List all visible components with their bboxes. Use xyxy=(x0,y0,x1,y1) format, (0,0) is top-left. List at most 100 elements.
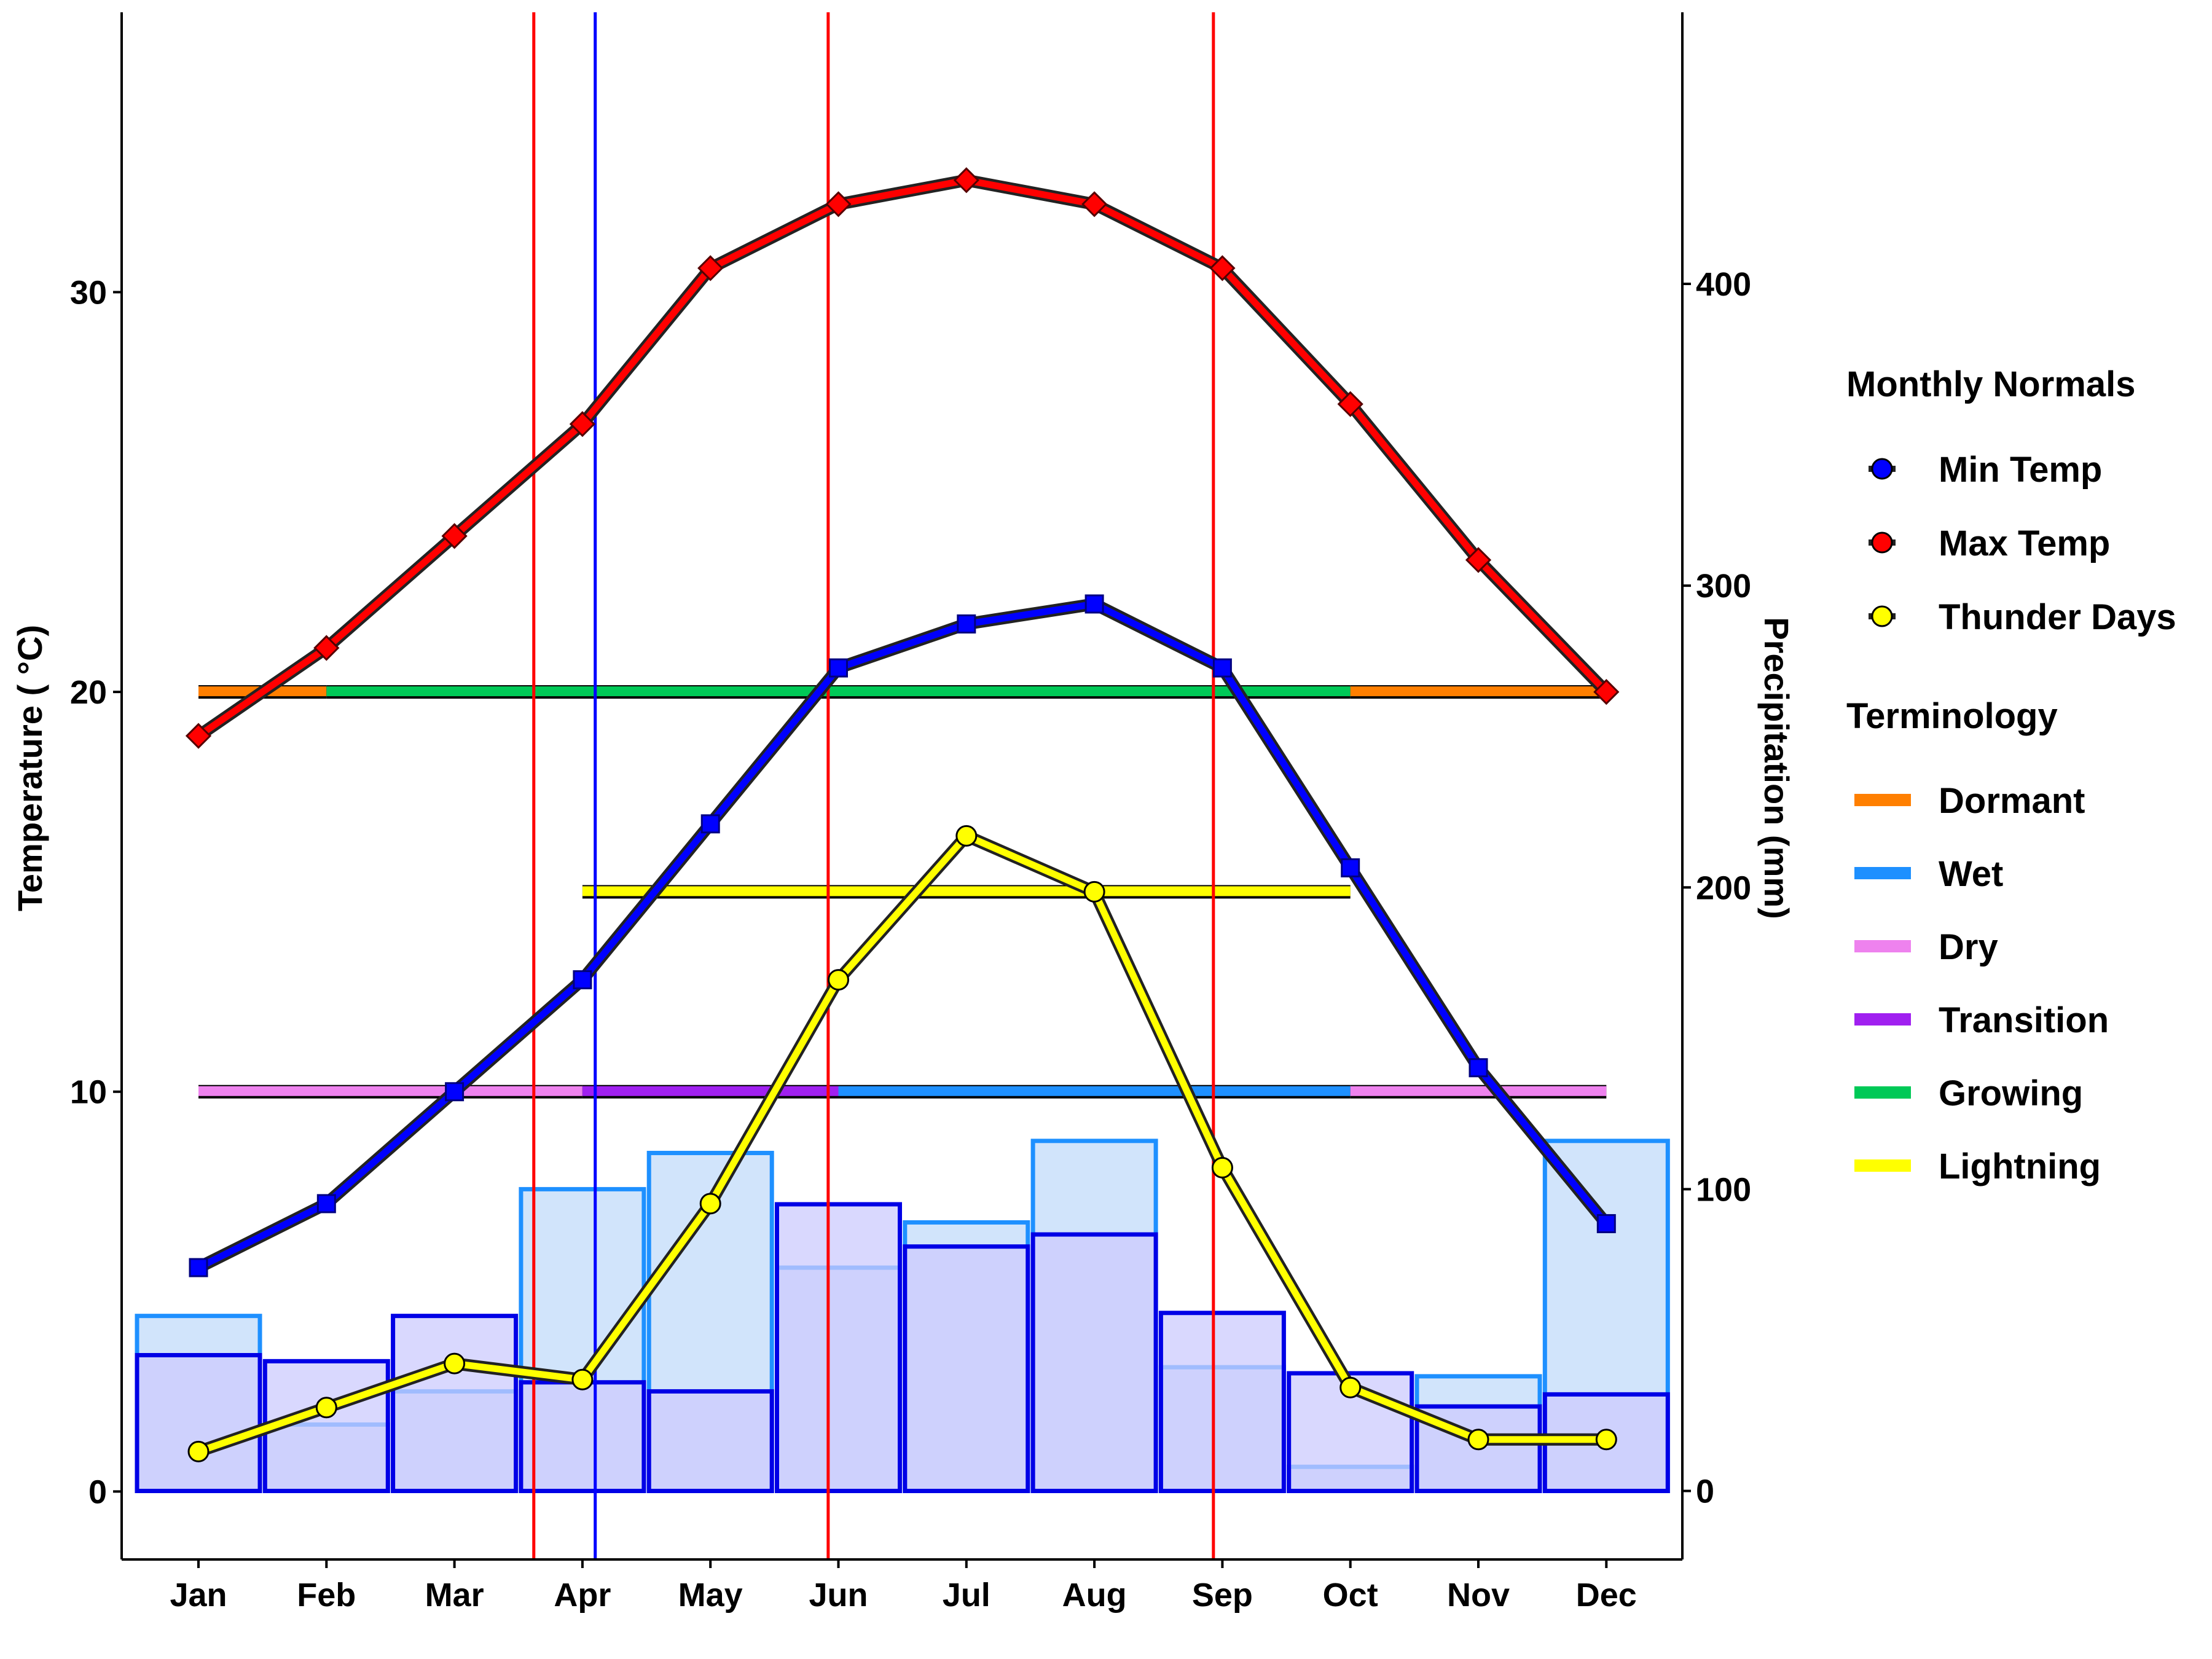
marker-min-temp-jan xyxy=(189,1258,208,1277)
series-lines xyxy=(185,167,1620,1462)
legend-swatch-wet xyxy=(1854,867,1911,879)
series-line-max-temp xyxy=(196,176,1609,739)
precip-bar-monthly-jun xyxy=(775,1202,902,1494)
precip-bar-monthly-may xyxy=(646,1389,774,1494)
x-tick-label-nov: Nov xyxy=(1447,1577,1510,1614)
legend-swatch-min-temp xyxy=(1871,458,1893,480)
marker-max-temp-apr xyxy=(569,411,596,437)
band-dry xyxy=(198,1086,582,1096)
marker-max-temp-jul xyxy=(953,167,979,194)
legend-swatch-growing xyxy=(1854,1086,1911,1099)
band-transition xyxy=(582,1086,839,1096)
marker-thunder-days-aug xyxy=(1083,880,1105,903)
legend-label-growing: Growing xyxy=(1939,1073,2083,1113)
marker-min-temp-apr xyxy=(573,970,592,990)
y2-tick-label-400: 400 xyxy=(1696,266,1751,303)
y-tick-label-30: 30 xyxy=(70,274,107,311)
precip-bar-monthly-jul xyxy=(903,1244,1030,1494)
marker-max-temp-mar xyxy=(441,523,468,549)
marker-min-temp-aug xyxy=(1084,594,1104,614)
marker-thunder-days-oct xyxy=(1339,1376,1362,1398)
precip-bar-monthly-aug xyxy=(1030,1232,1158,1494)
x-tick-label-oct: Oct xyxy=(1323,1577,1378,1614)
marker-thunder-days-jun xyxy=(828,969,849,991)
marker-max-temp-jan xyxy=(185,723,212,749)
legend-label-thunder-days: Thunder Days xyxy=(1939,597,2176,637)
legend-title-monthly-normals: Monthly Normals xyxy=(1846,364,2136,404)
series-line-thunder-days xyxy=(197,832,1607,1455)
marker-max-temp-aug xyxy=(1081,191,1108,218)
band-dormant xyxy=(1350,686,1607,697)
legend-label-max-temp: Max Temp xyxy=(1939,524,2110,563)
legend-swatch-thunder-days xyxy=(1871,605,1893,627)
band-lightning xyxy=(582,886,1351,896)
marker-thunder-days-nov xyxy=(1467,1429,1489,1451)
legend-swatch-transition xyxy=(1854,1013,1911,1026)
band-growing xyxy=(326,686,1351,697)
marker-min-temp-feb xyxy=(316,1194,336,1214)
y2-tick-label-0: 0 xyxy=(1696,1473,1714,1510)
x-tick-label-may: May xyxy=(678,1577,743,1614)
marker-min-temp-may xyxy=(700,814,720,834)
marker-max-temp-nov xyxy=(1465,547,1492,573)
x-tick-label-sep: Sep xyxy=(1192,1577,1253,1614)
legend-swatch-lightning xyxy=(1854,1159,1911,1172)
x-tick-label-jun: Jun xyxy=(809,1577,868,1614)
marker-min-temp-jun xyxy=(829,658,848,678)
legend: Monthly Normals Terminology Min Temp Max … xyxy=(1846,364,2176,1186)
marker-thunder-days-mar xyxy=(444,1352,466,1375)
y-tick-label-10: 10 xyxy=(70,1074,107,1111)
marker-max-temp-sep xyxy=(1209,255,1236,281)
legend-swatch-dry xyxy=(1854,940,1911,952)
legend-label-lightning: Lightning xyxy=(1939,1147,2101,1186)
x-tick-label-feb: Feb xyxy=(297,1577,356,1614)
marker-min-temp-mar xyxy=(445,1082,465,1102)
legend-label-transition: Transition xyxy=(1939,1000,2109,1040)
precip-bar-monthly-mar xyxy=(391,1314,519,1494)
marker-thunder-days-may xyxy=(699,1193,721,1215)
legend-label-dormant: Dormant xyxy=(1939,781,2085,821)
legend-label-wet: Wet xyxy=(1939,854,2003,894)
marker-max-temp-may xyxy=(697,255,724,281)
band-dry xyxy=(1350,1086,1607,1096)
marker-max-temp-jun xyxy=(825,191,852,218)
marker-thunder-days-jan xyxy=(187,1440,210,1462)
marker-max-temp-oct xyxy=(1337,391,1363,417)
marker-thunder-days-sep xyxy=(1211,1156,1233,1179)
legend-title-terminology: Terminology xyxy=(1846,696,2058,736)
x-tick-label-jan: Jan xyxy=(170,1577,227,1614)
marker-min-temp-jul xyxy=(957,614,976,633)
marker-min-temp-nov xyxy=(1469,1058,1488,1078)
series-line-min-temp xyxy=(197,600,1609,1271)
legend-label-min-temp: Min Temp xyxy=(1939,450,2102,490)
marker-min-temp-sep xyxy=(1212,658,1232,678)
precipitation-bars xyxy=(135,1139,1670,1494)
x-tick-label-dec: Dec xyxy=(1576,1577,1637,1614)
y2-axis-title: Precipitation (mm) xyxy=(1757,617,1796,919)
legend-swatch-dormant xyxy=(1854,794,1911,806)
x-tick-label-aug: Aug xyxy=(1062,1577,1127,1614)
x-tick-label-apr: Apr xyxy=(554,1577,611,1614)
marker-max-temp-feb xyxy=(313,635,340,661)
y-tick-label-20: 20 xyxy=(70,674,107,711)
y-axis-title: Temperature ( °C) xyxy=(10,625,49,911)
precip-bar-monthly-apr xyxy=(519,1380,646,1494)
season-bands xyxy=(198,685,1607,1099)
marker-thunder-days-feb xyxy=(315,1397,337,1419)
band-wet xyxy=(838,1086,1351,1096)
precip-bar-monthly-jan xyxy=(135,1353,262,1494)
y2-tick-label-200: 200 xyxy=(1696,869,1751,906)
y2-tick-label-300: 300 xyxy=(1696,568,1751,605)
x-tick-label-mar: Mar xyxy=(425,1577,484,1614)
legend-swatch-max-temp xyxy=(1871,531,1893,554)
precip-bar-monthly-sep xyxy=(1158,1311,1286,1494)
marker-min-temp-dec xyxy=(1596,1214,1616,1233)
legend-label-dry: Dry xyxy=(1939,927,1998,967)
marker-min-temp-oct xyxy=(1341,858,1360,877)
y2-tick-label-100: 100 xyxy=(1696,1171,1751,1208)
y-tick-label-0: 0 xyxy=(88,1473,107,1510)
marker-thunder-days-dec xyxy=(1595,1429,1617,1451)
x-tick-label-jul: Jul xyxy=(943,1577,990,1614)
